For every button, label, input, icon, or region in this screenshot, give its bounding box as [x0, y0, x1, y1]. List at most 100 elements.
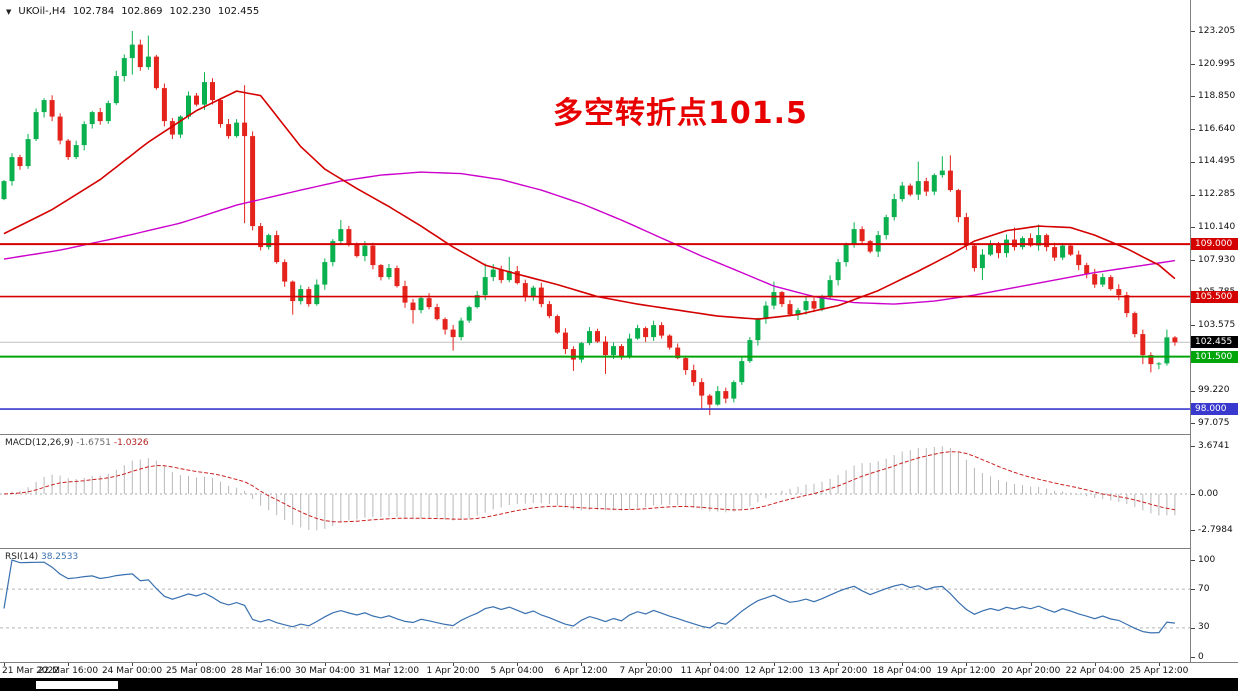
rsi-value: 38.2533 — [40, 552, 79, 562]
price-axis-label: 103.575 — [1198, 320, 1236, 330]
candle-body — [490, 269, 496, 278]
candle-body — [659, 325, 665, 336]
candle-body — [1148, 355, 1154, 365]
time-axis-label: 22 Mar 16:00 — [37, 666, 99, 676]
candle-body — [988, 244, 993, 255]
price-axis-label-tick — [1191, 391, 1195, 392]
time-axis-label: 25 Mar 08:00 — [165, 666, 227, 676]
candle-body — [723, 391, 729, 399]
candle-body — [1116, 289, 1122, 296]
chart-canvas[interactable] — [0, 0, 1190, 662]
candle-body — [250, 136, 256, 227]
price-axis-label: 99.220 — [1198, 385, 1230, 395]
candle-body — [787, 304, 793, 315]
candle-body — [121, 58, 127, 77]
candle-body — [105, 103, 111, 122]
candle-body — [81, 124, 87, 146]
candle-body — [675, 347, 681, 359]
time-axis-label: 24 Mar 00:00 — [101, 666, 163, 676]
candle-body — [587, 331, 592, 344]
rsi-label: RSI(14) — [5, 552, 39, 562]
candle-body — [570, 349, 576, 360]
candle-body — [1076, 254, 1082, 266]
candle-body — [498, 269, 504, 281]
candle-body — [739, 361, 745, 383]
time-axis-tick — [4, 663, 5, 666]
candle-body — [1068, 245, 1074, 255]
candle-body — [1164, 337, 1170, 364]
candle-body — [97, 112, 103, 122]
price-badge: 105.500 — [1191, 291, 1238, 303]
rsi-line — [3, 559, 1175, 634]
time-axis-tick — [389, 663, 390, 666]
candle-body — [458, 320, 464, 338]
time-axis-tick — [517, 663, 518, 666]
time-axis-tick — [132, 663, 133, 666]
candle-body — [354, 244, 360, 257]
candle-body — [883, 217, 889, 236]
candle-body — [835, 262, 841, 281]
bottom-bar — [0, 678, 1238, 691]
candle-body — [707, 395, 713, 405]
time-axis-label: 5 Apr 04:00 — [490, 666, 544, 676]
rsi-scale-label: 70 — [1198, 584, 1210, 594]
candle-body — [234, 122, 240, 137]
candle-body — [1172, 337, 1178, 343]
candle-body — [627, 338, 633, 357]
candle-body — [394, 268, 400, 287]
candle-body — [466, 307, 472, 321]
candle-body — [891, 199, 897, 218]
price-axis-label-tick — [1191, 31, 1195, 32]
price-axis-label: 118.850 — [1198, 91, 1236, 101]
price-axis-label-tick — [1191, 227, 1195, 228]
candle-body — [73, 145, 79, 158]
candle-body — [1092, 274, 1098, 285]
time-axis-label: 25 Apr 12:00 — [1129, 666, 1189, 676]
macd-value-signal: -1.0326 — [113, 438, 149, 448]
candle-body — [386, 268, 392, 278]
candle-body — [145, 56, 151, 68]
rsi-scale-label-tick — [1191, 560, 1195, 561]
time-axis-tick — [196, 663, 197, 666]
time-axis[interactable]: 21 Mar 2022 22 Mar 16:00 24 Mar 00:00 25 Ma… — [0, 662, 1238, 678]
status-box — [36, 681, 118, 689]
macd-signal-line — [3, 451, 1175, 523]
candle-body — [274, 235, 280, 263]
time-axis-label: 7 Apr 20:00 — [619, 666, 673, 676]
candle-body — [1100, 277, 1106, 285]
candle-body — [322, 262, 328, 285]
price-axis-label-tick — [1191, 260, 1195, 261]
candle-body — [651, 325, 657, 338]
candle-body — [811, 301, 817, 309]
candle-body — [819, 296, 825, 309]
candle-body — [1084, 265, 1090, 275]
candle-body — [402, 286, 408, 303]
time-axis-tick — [902, 663, 903, 666]
candle-body — [338, 229, 344, 242]
candle-body — [522, 283, 528, 297]
price-axis-label: 97.075 — [1198, 418, 1230, 428]
candle-body — [242, 122, 248, 137]
price-axis[interactable]: 123.205 120.995 118.850 116.640 114.495 112.2… — [1190, 0, 1238, 662]
time-axis-tick — [646, 663, 647, 666]
rsi-panel-label: RSI(14) 38.2533 — [5, 552, 78, 562]
rsi-scale-label-tick — [1191, 628, 1195, 629]
candle-body — [731, 382, 737, 399]
price-axis-label: 116.640 — [1198, 124, 1236, 134]
candle-body — [643, 328, 649, 338]
candle-body — [955, 190, 961, 218]
candle-body — [41, 100, 47, 113]
time-axis-tick — [1159, 663, 1160, 666]
candle-body — [667, 335, 673, 348]
time-axis-tick — [581, 663, 582, 666]
candle-body — [202, 82, 207, 105]
macd-scale-label: -2.7984 — [1198, 525, 1233, 535]
time-axis-label: 20 Apr 20:00 — [1001, 666, 1061, 676]
macd-panel-label: MACD(12,26,9) -1.6751 -1.0326 — [5, 438, 149, 448]
time-axis-tick — [966, 663, 967, 666]
annotation-text[interactable]: 多空转折点101.5 — [553, 96, 808, 131]
ohlc-close: 102.455 — [217, 6, 260, 17]
candle-body — [971, 245, 977, 269]
price-axis-label: 107.930 — [1198, 255, 1236, 265]
chart-header: ▼ UKOil-,H4 102.784 102.869 102.230 102.… — [6, 6, 259, 17]
